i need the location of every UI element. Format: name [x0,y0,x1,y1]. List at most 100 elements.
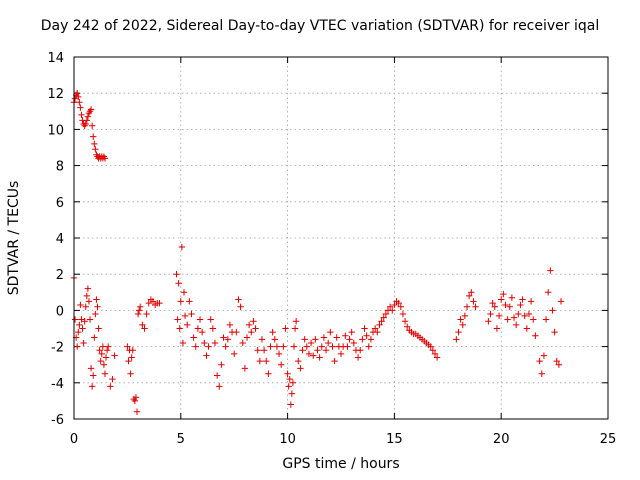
data-point [378,318,385,325]
data-point [133,408,141,415]
data-point [487,310,494,318]
data-point [135,307,143,314]
data-point [125,357,132,365]
data-point [207,316,214,323]
data-point [85,298,93,305]
data-point [235,296,242,303]
data-point [78,316,85,323]
data-point [532,332,539,339]
y-tick-label: 10 [47,123,64,138]
data-point [75,328,82,336]
data-point [314,347,321,354]
data-point [521,312,528,320]
data-point [365,343,372,350]
data-point [457,316,464,323]
data-point [305,350,313,358]
data-point [485,318,492,325]
data-point [324,339,332,347]
data-point [295,357,302,365]
data-point [134,310,142,318]
data-point [74,90,81,97]
data-point [104,343,112,350]
data-point [555,361,563,368]
data-point [285,383,292,390]
data-point [198,328,206,336]
data-point [91,334,98,341]
y-tick-label: -4 [51,377,64,392]
data-point [427,343,434,350]
data-points [70,90,565,415]
data-point [380,314,387,321]
data-point [184,321,191,329]
data-point [429,347,437,354]
data-point [192,343,199,350]
data-point [286,375,293,383]
data-point [156,299,163,307]
data-point [252,325,259,332]
y-tick-label: 8 [56,160,64,175]
data-point [93,296,100,303]
data-point [289,379,297,386]
data-point [94,303,101,310]
data-point [525,310,533,318]
data-point [401,318,409,325]
data-point [101,370,109,377]
data-point [431,350,439,358]
data-point [320,334,328,341]
data-point [226,321,234,329]
data-point [213,372,221,379]
data-point [258,336,266,343]
data-point [549,307,556,314]
data-point [542,316,550,323]
data-point [327,328,334,336]
data-point [77,104,84,111]
data-point [211,339,219,347]
data-point [178,243,186,251]
data-point [312,336,319,343]
data-point [224,336,231,343]
data-point [557,298,565,305]
data-point [179,339,187,347]
data-point [374,328,381,336]
data-point [81,318,88,325]
data-point [399,310,407,318]
data-point [386,303,394,310]
data-point [551,328,558,336]
data-point [190,334,197,341]
grid-lines [74,57,608,419]
data-point [453,336,460,343]
data-point [174,316,181,323]
data-point [333,334,340,341]
data-point [273,343,281,350]
data-point [137,303,144,310]
data-point [250,318,257,325]
axis-ticks: 0 5 10 15 20 25 -6 -4 -2 0 2 4 6 8 10 12 14 [47,51,616,447]
data-point [83,292,91,300]
data-point [468,289,475,296]
data-point [465,292,473,300]
data-point [209,325,217,332]
data-point [318,343,325,350]
data-point [218,361,225,368]
data-point [91,140,98,148]
data-point [139,321,146,329]
data-point [180,289,188,296]
chart-title: Day 242 of 2022, Sidereal Day-to-day VTE… [40,18,600,34]
data-point [181,312,189,320]
data-point [84,285,92,292]
data-point [97,357,104,365]
data-point [287,401,295,408]
data-point [128,354,135,361]
data-point [517,301,524,309]
data-point [404,323,411,330]
y-tick-label: 4 [56,232,64,247]
data-point [175,280,182,287]
data-point [500,290,507,298]
data-point [220,334,227,341]
data-point [530,316,537,323]
data-point [523,325,531,332]
data-point [90,372,97,379]
data-point [90,133,97,140]
data-point [177,298,184,305]
